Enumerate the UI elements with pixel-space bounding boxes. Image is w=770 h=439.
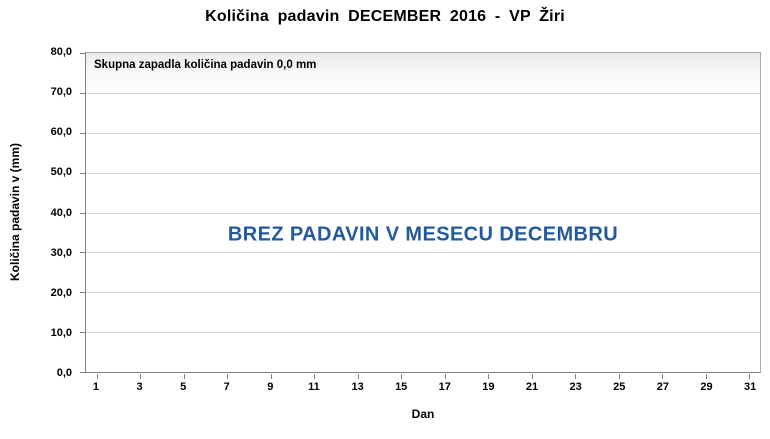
chart-title: Količina padavin DECEMBER 2016 - VP Žiri: [205, 8, 565, 25]
x-tick-label: 9: [267, 381, 274, 393]
x-tick-label: 17: [438, 381, 451, 393]
x-tick-mark: [270, 374, 272, 379]
x-tick-label: 7: [223, 381, 230, 393]
gridline: [86, 92, 760, 94]
total-precipitation-annotation: Skupna zapadla količina padavin 0,0 mm: [94, 59, 317, 71]
x-tick-mark: [183, 374, 185, 379]
x-tick-label: 19: [482, 381, 495, 393]
plot-area: Skupna zapadla količina padavin 0,0 mm B…: [80, 52, 761, 379]
x-axis-title: Dan: [411, 407, 435, 421]
gridline: [86, 292, 760, 294]
y-tick-label: 60,0: [50, 126, 72, 139]
x-tick-label: 23: [569, 381, 582, 393]
x-tick-mark: [618, 374, 620, 379]
y-tick-mark: [80, 92, 85, 94]
x-tick-label: 21: [525, 381, 539, 393]
y-tick-mark: [80, 132, 85, 134]
x-tick-mark: [531, 374, 533, 379]
x-tick-mark: [401, 374, 403, 379]
y-tick-mark: [80, 212, 85, 214]
gridline: [86, 172, 760, 174]
x-tick-mark: [96, 374, 98, 379]
y-tick-label: 0,0: [56, 367, 72, 379]
x-tick-mark: [488, 374, 490, 379]
x-tick-mark: [575, 374, 577, 379]
y-tick-mark: [80, 292, 85, 294]
x-tick-label: 13: [351, 381, 364, 393]
x-tick-mark: [705, 374, 707, 379]
x-tick-label: 5: [180, 381, 187, 393]
y-tick-mark: [80, 172, 85, 174]
x-tick-label: 29: [700, 381, 713, 393]
y-tick-mark: [80, 372, 85, 373]
gridline: [86, 132, 760, 134]
y-axis-labels: 80,0 70,0 60,0 50,0 40,0 30,0 20,0 10,0 0,0: [0, 46, 78, 379]
y-tick-label: 70,0: [50, 86, 72, 99]
y-tick-mark: [80, 53, 85, 54]
x-tick-label: 25: [613, 381, 626, 393]
no-precip-message: BREZ PADAVIN V MESECU DECEMBRU: [227, 223, 619, 246]
x-tick-mark: [749, 374, 751, 379]
x-tick-label: 15: [395, 381, 408, 393]
x-tick-mark: [357, 374, 359, 379]
y-tick-label: 10,0: [50, 326, 72, 339]
y-tick-label: 40,0: [50, 206, 72, 219]
x-tick-label: 11: [308, 381, 320, 393]
gridline: [86, 212, 760, 214]
x-axis-labels: 1 3 5 7 9 11 13 15 17 19 21 23 25 27 29 31: [85, 381, 761, 397]
gridline: [86, 332, 760, 334]
x-tick-label: 3: [136, 381, 143, 393]
y-tick-label: 80,0: [50, 46, 72, 58]
y-tick-mark: [80, 332, 85, 334]
x-tick-label: 27: [656, 381, 669, 393]
x-tick-mark: [314, 374, 316, 379]
y-tick-label: 20,0: [50, 286, 72, 299]
x-tick-label: 1: [92, 381, 99, 393]
gridline: [86, 252, 760, 254]
x-tick-mark: [140, 374, 142, 379]
y-tick-label: 30,0: [50, 246, 72, 259]
x-tick-label: 31: [743, 381, 757, 393]
x-tick-mark: [444, 374, 446, 379]
y-tick-label: 50,0: [50, 166, 72, 179]
y-tick-mark: [80, 252, 85, 254]
x-tick-mark: [227, 374, 229, 379]
x-tick-mark: [662, 374, 664, 379]
